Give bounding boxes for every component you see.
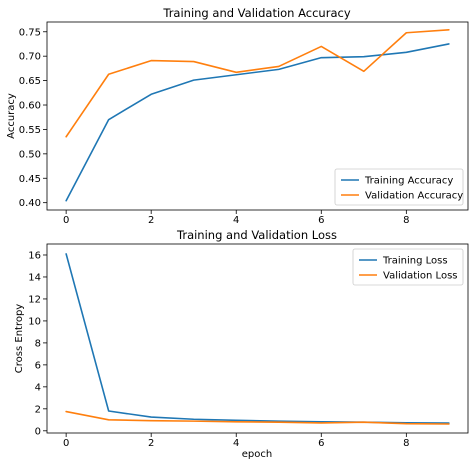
loss-chart-title: Training and Validation Loss [176,228,337,242]
accuracy-y-tick-label: 0.50 [19,149,41,160]
accuracy-y-tick-label: 0.45 [19,174,41,185]
accuracy-chart: Training and Validation Accuracy Accurac… [6,6,469,226]
loss-y-tick-label: 4 [35,382,41,393]
accuracy-series-line-validation [65,29,450,138]
loss-y-tick-label: 6 [35,360,41,371]
accuracy-x-tick-label: 8 [403,215,409,226]
accuracy-x-tick-label: 2 [148,215,154,226]
loss-y-tick-label: 8 [35,338,41,349]
accuracy-y-axis-label: Accuracy [6,93,17,139]
loss-y-tick-label: 10 [28,316,41,327]
accuracy-y-tick-label: 0.60 [19,101,41,112]
accuracy-x-tick-label: 4 [233,215,239,226]
accuracy-y-tick-label: 0.70 [19,52,41,63]
accuracy-legend-frame [334,168,464,206]
accuracy-plot-frame [46,21,469,211]
accuracy-y-tick-label: 0.65 [19,76,41,87]
loss-chart: Training and Validation Loss Cross Entro… [14,228,469,460]
loss-y-tick-label: 12 [28,294,41,305]
loss-legend: Training Loss Validation Loss [352,248,464,286]
loss-ticks: 0 2 4 6 8 0 2 4 6 8 10 12 14 16 [28,250,409,449]
loss-x-tick-label: 0 [63,438,69,449]
accuracy-y-tick-label: 0.75 [19,27,41,38]
loss-y-axis-label: Cross Entropy [14,304,25,374]
accuracy-legend: Training Accuracy Validation Accuracy [334,168,464,206]
accuracy-y-tick-label: 0.40 [19,198,41,209]
accuracy-legend-label: Validation Accuracy [365,191,463,202]
loss-x-tick-label: 6 [318,438,324,449]
loss-series-lines [65,253,450,425]
loss-legend-frame [352,248,464,286]
accuracy-series-line-training [65,43,450,202]
accuracy-chart-title: Training and Validation Accuracy [162,6,350,20]
accuracy-x-tick-label: 6 [318,215,324,226]
loss-legend-label: Training Loss [382,256,448,267]
loss-series-line-validation [65,410,450,425]
accuracy-y-tick-label: 0.55 [19,125,41,136]
accuracy-x-tick-label: 0 [63,215,69,226]
loss-legend-label: Validation Loss [383,271,458,282]
loss-x-tick-label: 4 [233,438,239,449]
loss-x-tick-label: 8 [403,438,409,449]
loss-y-tick-label: 14 [28,272,41,283]
loss-plot-frame [46,243,469,434]
loss-y-tick-label: 2 [35,404,41,415]
loss-y-tick-label: 16 [28,250,41,261]
accuracy-ticks: 0 2 4 6 8 0.40 0.45 0.50 0.55 0.60 0.65 0.70 0.75 [19,27,410,226]
loss-x-tick-label: 2 [148,438,154,449]
accuracy-series-lines [65,29,450,202]
accuracy-legend-label: Training Accuracy [364,176,453,187]
loss-x-axis-label: epoch [242,449,272,460]
loss-y-tick-label: 0 [35,426,41,437]
